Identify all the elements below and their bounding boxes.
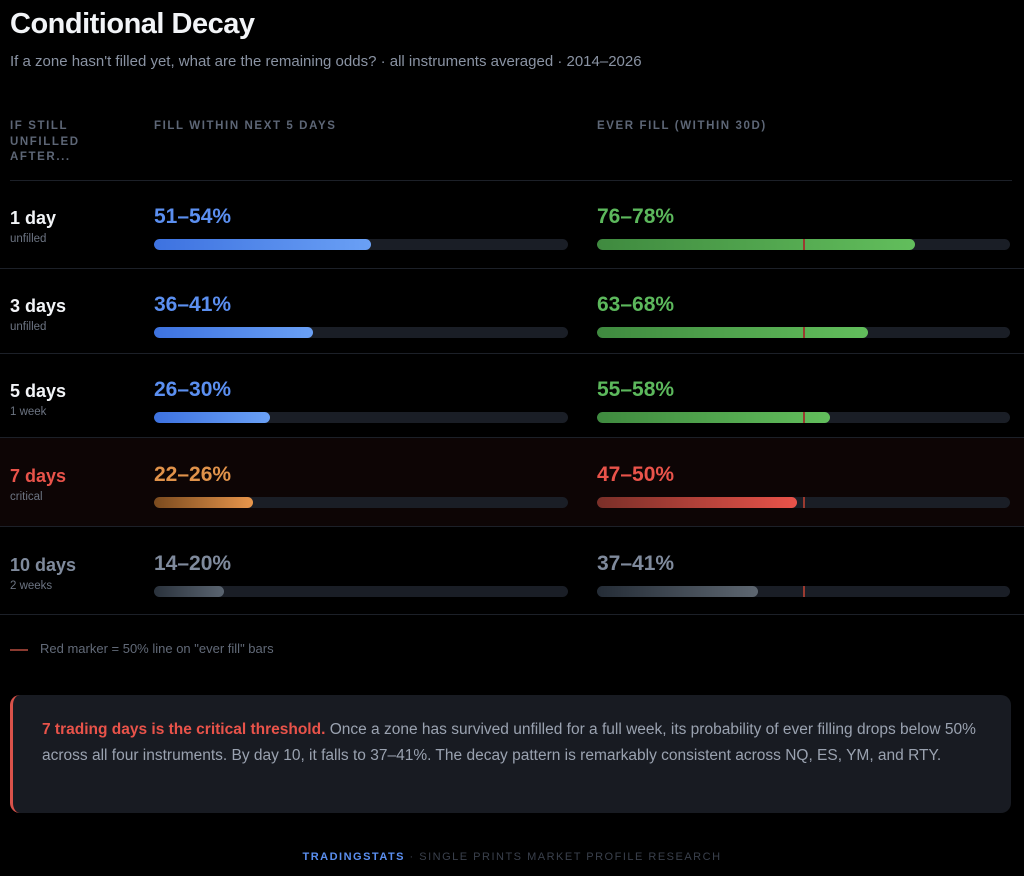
callout-note: 7 trading days is the critical threshold… [10,695,1011,813]
fifty-percent-marker [802,327,805,338]
table-row: 5 days 1 week 26–30% 55–58% [0,354,1024,438]
page-title: Conditional Decay [10,8,255,40]
row-sublabel: critical [10,491,43,503]
ever-bar [597,412,831,423]
fill5-bar-track [154,497,568,508]
fill5-value: 36–41% [154,293,232,316]
row-sublabel: 2 weeks [10,580,53,592]
table-row: 7 days critical 22–26% 47–50% [0,438,1024,527]
row-label: 7 days [10,466,67,486]
ever-bar [597,586,759,597]
footer-text: · SINGLE PRINTS MARKET PROFILE RESEARCH [405,851,722,863]
ever-bar-track [597,327,1010,338]
row-sublabel: unfilled [10,321,47,333]
fill5-value: 51–54% [154,205,232,228]
fifty-percent-marker [802,586,805,597]
row-label: 5 days [10,381,67,401]
marker-legend-swatch [10,648,28,651]
legend: Red marker = 50% line on "ever fill" bar… [10,641,274,656]
table-row: 10 days 2 weeks 14–20% 37–41% [0,527,1024,615]
fifty-percent-marker [802,239,805,250]
ever-bar-track [597,586,1010,597]
fifty-percent-marker [802,412,805,423]
row-sublabel: unfilled [10,233,47,245]
table-row: 1 day unfilled 51–54% 76–78% [0,181,1024,269]
header-divider [10,180,1012,181]
column-header-fill5: FILL WITHIN NEXT 5 DAYS [154,120,337,132]
fill5-bar [154,327,314,338]
row-label: 3 days [10,296,67,316]
fill5-bar-track [154,327,568,338]
fill5-value: 14–20% [154,552,232,575]
fill5-bar [154,239,372,250]
fifty-percent-marker [802,497,805,508]
ever-value: 76–78% [597,205,675,228]
column-header-unfilled: IF STILL UNFILLED AFTER... [10,120,80,163]
fill5-bar [154,412,270,423]
ever-value: 37–41% [597,552,675,575]
note-text: Once a zone has survived unfilled for a … [42,721,976,764]
legend-text: Red marker = 50% line on "ever fill" bar… [40,641,274,656]
ever-value: 47–50% [597,463,675,486]
ever-bar [597,327,868,338]
ever-bar-track [597,497,1010,508]
fill5-bar-track [154,412,568,423]
ever-bar [597,239,915,250]
footer-brand: TRADINGSTATS [302,851,405,863]
fill5-bar [154,586,225,597]
fill5-value: 26–30% [154,378,232,401]
ever-value: 55–58% [597,378,675,401]
ever-bar [597,497,798,508]
fill5-bar [154,497,254,508]
ever-bar-track [597,412,1010,423]
row-label: 1 day [10,208,57,228]
fill5-bar-track [154,586,568,597]
row-sublabel: 1 week [10,406,47,418]
footer: TRADINGSTATS · SINGLE PRINTS MARKET PROF… [0,851,1024,863]
ever-value: 63–68% [597,293,675,316]
page-subtitle: If a zone hasn't filled yet, what are th… [10,53,642,70]
fill5-value: 22–26% [154,463,232,486]
note-strong: 7 trading days is the critical threshold… [42,721,326,738]
fill5-bar-track [154,239,568,250]
ever-bar-track [597,239,1010,250]
table-row: 3 days unfilled 36–41% 63–68% [0,269,1024,354]
row-label: 10 days [10,555,77,575]
column-header-ever: EVER FILL (WITHIN 30D) [597,120,767,132]
